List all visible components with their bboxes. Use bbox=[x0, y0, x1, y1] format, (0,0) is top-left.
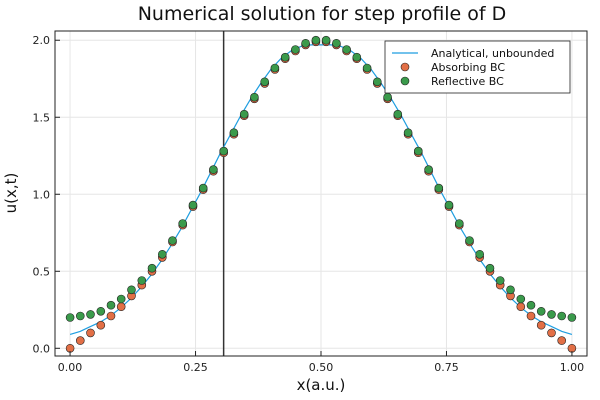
chart-title: Numerical solution for step profile of D bbox=[138, 3, 507, 25]
data-point bbox=[567, 313, 577, 322]
data-point bbox=[454, 219, 464, 228]
data-point bbox=[106, 311, 116, 321]
data-point bbox=[424, 165, 433, 174]
x-tick-label: 0.50 bbox=[309, 361, 334, 374]
legend-label: Analytical, unbounded bbox=[431, 47, 554, 60]
data-point bbox=[526, 300, 536, 310]
y-axis-ticks: 0.0 0.5 1.0 1.5 2.0 bbox=[33, 34, 60, 355]
data-point bbox=[506, 285, 515, 295]
data-point bbox=[536, 306, 546, 316]
legend-label: Reflective BC bbox=[431, 75, 504, 88]
data-point bbox=[86, 310, 95, 319]
legend-swatch bbox=[400, 62, 410, 72]
data-point bbox=[495, 276, 505, 285]
legend-box bbox=[384, 40, 571, 94]
legend-swatch bbox=[400, 76, 410, 86]
x-axis-title: x(a.u.) bbox=[297, 376, 346, 394]
data-point bbox=[352, 52, 362, 62]
data-point bbox=[557, 336, 567, 345]
data-point bbox=[65, 313, 75, 322]
series-layer bbox=[65, 35, 577, 353]
data-point bbox=[96, 306, 106, 316]
data-point bbox=[372, 77, 382, 87]
data-point bbox=[332, 38, 341, 48]
data-point bbox=[219, 146, 228, 156]
data-point bbox=[301, 38, 310, 48]
y-tick-label: 2.0 bbox=[33, 34, 51, 47]
data-point bbox=[403, 128, 413, 137]
x-axis-ticks: 0.00 0.25 0.50 0.75 1.00 bbox=[58, 351, 584, 374]
data-point bbox=[362, 63, 372, 73]
data-point bbox=[137, 276, 147, 285]
data-point bbox=[434, 183, 444, 193]
y-tick-label: 1.5 bbox=[33, 111, 51, 124]
y-tick-label: 0.0 bbox=[33, 342, 51, 355]
data-point bbox=[444, 200, 454, 210]
data-point bbox=[86, 328, 95, 338]
data-point bbox=[413, 146, 423, 156]
data-point bbox=[311, 35, 321, 45]
data-point bbox=[321, 35, 331, 45]
data-point bbox=[168, 236, 177, 245]
data-point bbox=[198, 183, 208, 193]
data-point bbox=[342, 45, 351, 54]
grid bbox=[55, 31, 587, 356]
data-point bbox=[96, 320, 106, 330]
data-point bbox=[239, 109, 249, 119]
data-point bbox=[393, 109, 403, 119]
legend-item: Reflective BC bbox=[400, 75, 504, 88]
data-point bbox=[76, 311, 85, 321]
data-point bbox=[557, 311, 567, 321]
y-axis-title: u(x,t) bbox=[2, 173, 20, 214]
legend-item: Analytical, unbounded bbox=[392, 47, 554, 60]
data-point bbox=[547, 310, 556, 319]
data-point bbox=[526, 311, 536, 321]
y-tick-label: 0.5 bbox=[33, 265, 51, 278]
data-point bbox=[250, 92, 259, 102]
x-tick-label: 0.25 bbox=[183, 361, 208, 374]
data-point bbox=[260, 77, 270, 87]
data-point bbox=[475, 250, 485, 259]
data-point bbox=[76, 336, 85, 345]
data-point bbox=[127, 285, 136, 295]
data-point bbox=[147, 263, 157, 273]
data-point bbox=[536, 320, 546, 330]
y-tick-label: 1.0 bbox=[33, 188, 51, 201]
data-point bbox=[383, 92, 392, 102]
data-point bbox=[291, 45, 300, 54]
legend-item: Absorbing BC bbox=[400, 61, 505, 74]
data-point bbox=[516, 302, 526, 312]
data-point bbox=[229, 128, 239, 137]
data-point bbox=[178, 219, 187, 228]
x-tick-label: 0.00 bbox=[58, 361, 83, 374]
data-point bbox=[270, 63, 280, 73]
data-point bbox=[465, 236, 474, 245]
series bbox=[65, 35, 577, 322]
data-point bbox=[209, 165, 218, 174]
data-point bbox=[158, 250, 167, 259]
data-point bbox=[116, 302, 126, 312]
x-tick-label: 0.75 bbox=[434, 361, 459, 374]
data-point bbox=[516, 294, 526, 304]
legend-label: Absorbing BC bbox=[431, 61, 505, 74]
data-point bbox=[106, 300, 116, 310]
data-point bbox=[188, 200, 198, 210]
data-point bbox=[116, 294, 126, 304]
data-point bbox=[485, 263, 495, 273]
data-point bbox=[547, 328, 556, 338]
x-tick-label: 1.00 bbox=[560, 361, 585, 374]
data-point bbox=[280, 52, 290, 62]
